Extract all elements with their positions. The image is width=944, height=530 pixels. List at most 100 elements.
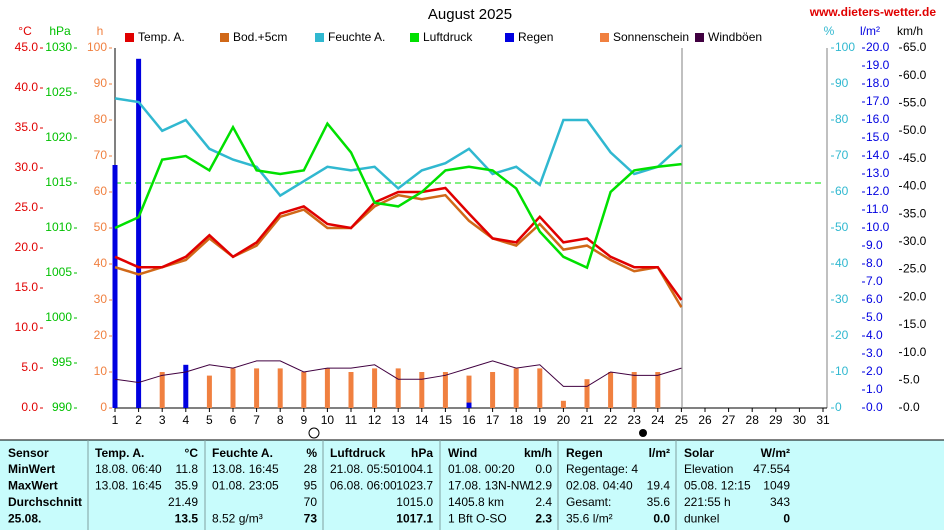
y-tick-label: 6.0 <box>866 292 883 306</box>
cell-text: dunkel <box>684 512 719 526</box>
axis-unit: % <box>824 24 835 38</box>
y-tick-label: 19.0 <box>866 58 890 72</box>
y-tick-label: 30 <box>835 292 849 306</box>
table-unit: km/h <box>524 446 552 460</box>
y-tick-label: 80 <box>94 112 108 126</box>
bar <box>206 375 212 408</box>
y-tick-label: 10.0 <box>866 220 890 234</box>
y-tick-label: 1030 <box>45 40 72 54</box>
y-tick-label: 8.0 <box>866 256 883 270</box>
axis-unit: l/m² <box>860 24 880 38</box>
bar <box>466 375 472 408</box>
source: www.dieters-wetter.de <box>809 5 937 19</box>
cell-text: 13.08. 16:45 <box>212 462 279 476</box>
bar <box>112 165 118 408</box>
row-label: 25.08. <box>8 512 41 526</box>
cell-text: 8.52 g/m³ <box>212 512 263 526</box>
y-tick-label: 20.0 <box>15 240 39 254</box>
x-tick-label: 1 <box>112 413 119 427</box>
y-tick-label: 50 <box>94 220 108 234</box>
cell-text: 17.08. 13N-NW <box>448 479 531 493</box>
x-tick-label: 5 <box>206 413 213 427</box>
bar <box>348 372 354 408</box>
table-header: Feuchte A. <box>212 446 273 460</box>
x-tick-label: 19 <box>533 413 547 427</box>
x-tick-label: 21 <box>580 413 594 427</box>
cell-text: Elevation <box>684 462 733 476</box>
y-tick-label: 15.0 <box>866 130 890 144</box>
x-tick-label: 20 <box>557 413 571 427</box>
legend-label: Feuchte A. <box>328 30 385 44</box>
y-tick-label: 50 <box>835 220 849 234</box>
line <box>114 97 683 198</box>
y-tick-label: 10.0 <box>15 320 39 334</box>
legend-label: Windböen <box>708 30 762 44</box>
bar <box>230 368 236 408</box>
legend-label: Bod.+5cm <box>233 30 287 44</box>
axis-unit: °C <box>18 24 32 38</box>
legend-swatch <box>315 33 324 42</box>
x-tick-label: 15 <box>439 413 453 427</box>
y-tick-label: 100 <box>835 40 855 54</box>
y-tick-label: 13.0 <box>866 166 890 180</box>
y-tick-label: 35.0 <box>903 206 927 220</box>
y-tick-label: 1.0 <box>866 382 883 396</box>
y-tick-label: 10 <box>835 364 849 378</box>
cell-value: 0.0 <box>653 512 670 526</box>
legend-swatch <box>695 33 704 42</box>
cell-value: 2.3 <box>535 512 552 526</box>
y-tick-label: 20.0 <box>903 289 927 303</box>
x-tick-label: 8 <box>277 413 284 427</box>
bar <box>537 368 543 408</box>
y-tick-label: 30.0 <box>903 234 927 248</box>
y-tick-label: 5.0 <box>903 372 920 386</box>
y-tick-label: 18.0 <box>866 76 890 90</box>
cell-value: 73 <box>304 512 318 526</box>
x-tick-label: 12 <box>368 413 382 427</box>
legend-label: Temp. A. <box>138 30 185 44</box>
cell-text: 05.08. 12:15 <box>684 479 751 493</box>
y-tick-label: 15.0 <box>15 280 39 294</box>
y-tick-label: 30.0 <box>15 160 39 174</box>
cell-value: 1049 <box>763 479 790 493</box>
bar <box>466 402 472 408</box>
x-tick-label: 25 <box>675 413 689 427</box>
y-tick-label: 70 <box>94 148 108 162</box>
y-tick-label: 40 <box>835 256 849 270</box>
y-tick-label: 9.0 <box>866 238 883 252</box>
cell-text: 13.08. 16:45 <box>95 479 162 493</box>
table-unit: °C <box>185 446 199 460</box>
legend-swatch <box>505 33 514 42</box>
y-tick-label: 5.0 <box>866 310 883 324</box>
new-moon <box>639 429 647 437</box>
y-tick-label: 1025 <box>45 85 72 99</box>
bar <box>513 368 519 408</box>
bar <box>301 372 307 408</box>
y-tick-label: 25.0 <box>903 262 927 276</box>
legend-label: Sonnenschein <box>613 30 689 44</box>
cell-text: 1405.8 km <box>448 495 504 509</box>
cell-value: 35.9 <box>175 479 199 493</box>
y-tick-label: 65.0 <box>903 40 927 54</box>
y-tick-label: 55.0 <box>903 96 927 110</box>
bar <box>584 379 590 408</box>
legend-label: Regen <box>518 30 553 44</box>
table-unit: % <box>306 446 317 460</box>
y-tick-label: 60.0 <box>903 68 927 82</box>
cell-text: 221:55 h <box>684 495 731 509</box>
x-tick-label: 11 <box>345 413 358 427</box>
cell-value: 35.6 <box>647 495 671 509</box>
table-header: Temp. A. <box>95 446 144 460</box>
cell-value: 19.4 <box>647 479 671 493</box>
cell-value: 1017.1 <box>396 512 433 526</box>
y-tick-label: 7.0 <box>866 274 883 288</box>
y-tick-label: 995 <box>52 355 72 369</box>
cell-value: 13.5 <box>175 512 199 526</box>
x-tick-label: 29 <box>769 413 783 427</box>
line <box>114 186 683 301</box>
cell-value: 2.4 <box>535 495 552 509</box>
y-tick-label: 30 <box>94 292 108 306</box>
y-tick-label: 50.0 <box>903 123 927 137</box>
axis-unit: km/h <box>897 24 923 38</box>
x-tick-label: 4 <box>182 413 189 427</box>
